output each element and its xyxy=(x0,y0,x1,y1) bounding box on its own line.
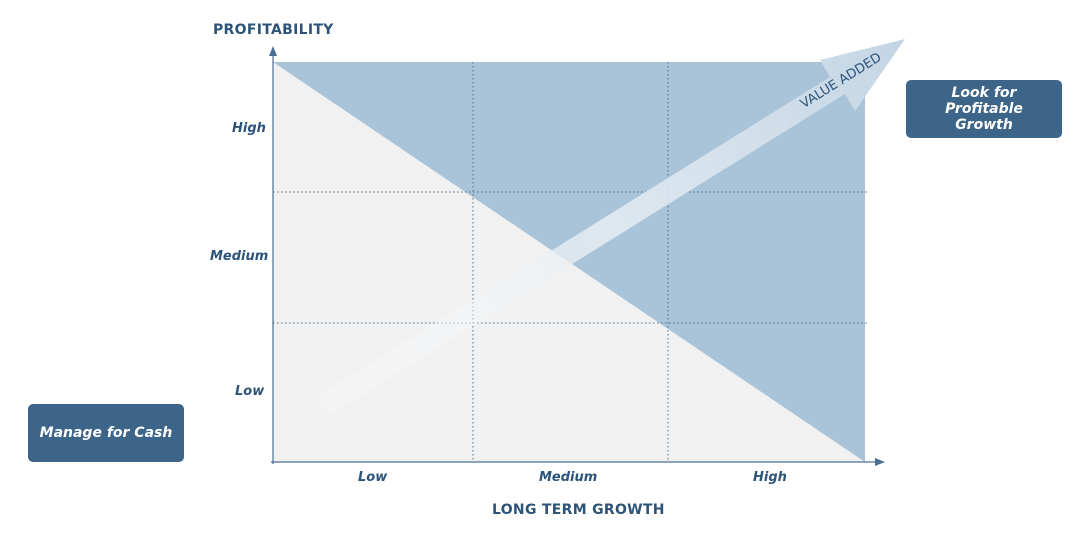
box-line-2: Profitable xyxy=(945,101,1023,117)
grid-lines xyxy=(273,62,868,462)
x-tick-medium: Medium xyxy=(539,470,598,485)
x-axis-title: LONG TERM GROWTH xyxy=(492,502,665,518)
look-for-profitable-growth-box: Look for Profitable Growth xyxy=(906,80,1062,138)
x-tick-low: Low xyxy=(358,470,388,485)
box-line-3: Growth xyxy=(955,117,1013,133)
y-axis-arrowhead xyxy=(269,46,277,56)
y-tick-high: High xyxy=(232,121,266,136)
box-line-1: Look for xyxy=(951,85,1017,101)
y-axis-title: PROFITABILITY xyxy=(213,22,334,38)
manage-for-cash-label: Manage for Cash xyxy=(39,425,173,441)
axes xyxy=(269,46,885,466)
value-added-arrow xyxy=(315,39,905,415)
y-tick-medium: Medium xyxy=(210,249,269,264)
x-tick-high: High xyxy=(753,470,787,485)
y-tick-low: Low xyxy=(235,384,265,399)
x-axis-arrowhead xyxy=(875,458,885,466)
manage-for-cash-box: Manage for Cash xyxy=(28,404,184,462)
